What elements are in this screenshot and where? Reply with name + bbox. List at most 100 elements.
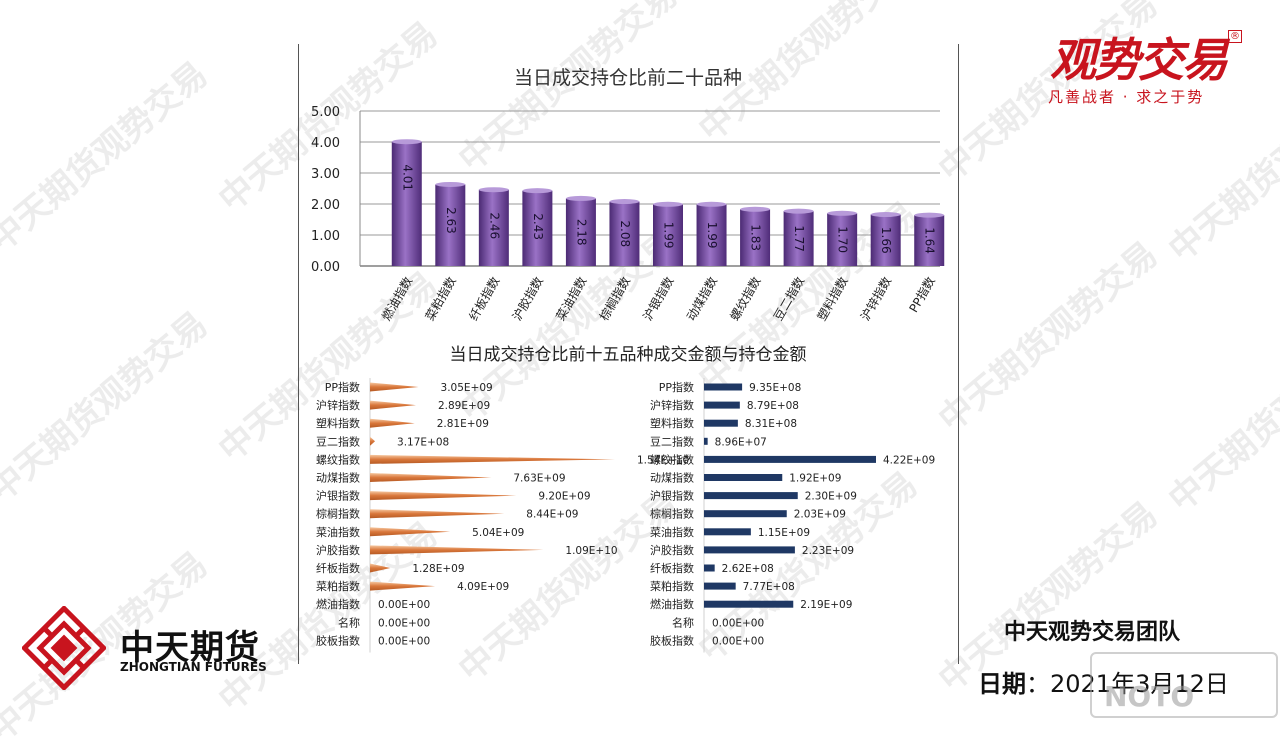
data-label: 9.20E+09 [538, 491, 590, 503]
date-row: 日期：2021年3月12日 [978, 664, 1229, 699]
data-label: 0.00E+00 [712, 635, 764, 647]
noto-stamp: NOTO [1090, 652, 1278, 718]
data-label: 0.00E+00 [378, 635, 430, 647]
category-label: 胶板指数 [316, 633, 360, 647]
data-label: 8.44E+09 [526, 509, 578, 521]
bar [704, 474, 783, 481]
bar [704, 528, 751, 536]
data-label: 2.43 [531, 213, 545, 240]
data-label: 1.64 [923, 227, 937, 254]
bar-cap [435, 181, 466, 187]
data-label: 1.66 [879, 227, 893, 254]
category-label: 纤板指数 [316, 561, 360, 575]
bar-cap [478, 187, 509, 193]
cone-bar [370, 527, 451, 537]
guanshi-brand-logo: 观势交易 ® 凡善战者 · 求之于势 [1042, 24, 1242, 114]
cone-bar [370, 491, 517, 501]
watermark-text: 中天期货观势交易 [0, 54, 216, 260]
category-label: 棕榈指数 [650, 507, 694, 521]
bar [435, 184, 466, 266]
data-label: 8.79E+08 [747, 400, 799, 412]
zhongtian-emblem-icon [22, 606, 106, 690]
bar [783, 211, 814, 266]
x-tick-label: 菜油指数 [553, 274, 590, 323]
data-label: 4.09E+09 [457, 581, 509, 593]
bar [704, 492, 798, 500]
x-tick-label: 豆二指数 [770, 274, 807, 323]
x-tick-label: 菜粕指数 [422, 274, 459, 323]
category-label: 动煤指数 [316, 471, 360, 485]
cone-bar [370, 418, 415, 428]
y-tick-label: 4.00 [311, 136, 340, 151]
bar [704, 401, 740, 409]
data-label: 0.00E+00 [378, 617, 430, 629]
y-tick-label: 0.00 [311, 260, 340, 275]
bar [704, 564, 715, 572]
bar-cap [653, 201, 683, 207]
data-label: 7.63E+09 [513, 473, 565, 485]
bar-cap [609, 199, 640, 205]
data-label: 3.05E+09 [441, 382, 493, 394]
x-tick-label: 沪胶指数 [509, 274, 546, 323]
date-separator: ： [1026, 670, 1050, 698]
cone-bar [370, 545, 544, 555]
data-label: 2.89E+09 [438, 400, 490, 412]
data-label: 1.92E+09 [789, 473, 841, 485]
x-tick-label: PP指数 [906, 274, 938, 315]
data-label: 7.77E+08 [743, 581, 795, 593]
bar [704, 455, 876, 463]
data-label: 2.18 [574, 219, 588, 246]
bottom-chart-title: 当日成交持仓比前十五品种成交金额与持仓金额 [450, 345, 807, 365]
data-label: 0.00E+00 [378, 599, 430, 611]
y-tick-label: 1.00 [311, 229, 340, 244]
x-tick-label: 沪银指数 [640, 274, 677, 323]
category-label: 豆二指数 [650, 434, 694, 448]
cone-bar [370, 563, 391, 573]
data-label: 1.28E+09 [412, 563, 464, 575]
bar [565, 198, 596, 266]
category-label: 沪胶指数 [316, 543, 360, 557]
bar [696, 204, 727, 266]
bar [704, 419, 738, 427]
bar [914, 215, 945, 266]
data-label: 2.30E+09 [805, 491, 857, 503]
watermark-text: 中天期货观势交易 [0, 304, 216, 510]
category-label: 燃油指数 [316, 597, 360, 611]
data-label: 0.00E+00 [712, 617, 764, 629]
zhongtian-futures-logo: 中天期货 ZHONGTIAN FUTURES [22, 606, 282, 690]
data-label: 3.17E+08 [397, 436, 449, 448]
data-label: 1.15E+09 [758, 527, 810, 539]
data-label: 2.03E+09 [794, 509, 846, 521]
category-label: 棕榈指数 [316, 507, 360, 521]
bar [609, 201, 640, 266]
bar-cap [696, 201, 727, 207]
bar [827, 213, 858, 266]
cone-bar [370, 454, 615, 464]
brand-main-text: 观势交易 [1050, 33, 1228, 87]
data-label: 2.81E+09 [437, 418, 489, 430]
cone-bar [370, 436, 376, 446]
category-label: 沪胶指数 [650, 543, 694, 557]
category-label: 胶板指数 [650, 633, 694, 647]
data-label: 1.99 [662, 222, 676, 249]
category-label: 燃油指数 [650, 597, 694, 611]
date-label: 日期 [978, 670, 1026, 698]
watermark-text: 中天期货观势交易 [931, 234, 1166, 440]
x-tick-label: 动煤指数 [683, 274, 720, 323]
category-label: 沪银指数 [650, 489, 694, 503]
category-label: 菜粕指数 [316, 579, 360, 593]
cone-bar [370, 581, 436, 591]
registered-mark: ® [1228, 30, 1242, 43]
category-label: 螺纹指数 [650, 452, 694, 466]
bar [740, 209, 771, 266]
cone-bar [370, 473, 492, 482]
bottom-bar-charts: 当日成交持仓比前十五品种成交金额与持仓金额 PP指数 3.05E+09 沪锌指数 2.… [316, 345, 935, 653]
x-tick-label: 塑料指数 [814, 274, 851, 323]
bar [870, 214, 901, 266]
y-tick-label: 5.00 [311, 105, 340, 120]
data-label: 1.83 [749, 224, 763, 251]
data-label: 1.77 [792, 225, 806, 252]
bar [704, 510, 787, 518]
bar-cap [783, 208, 814, 214]
bar [478, 189, 509, 266]
